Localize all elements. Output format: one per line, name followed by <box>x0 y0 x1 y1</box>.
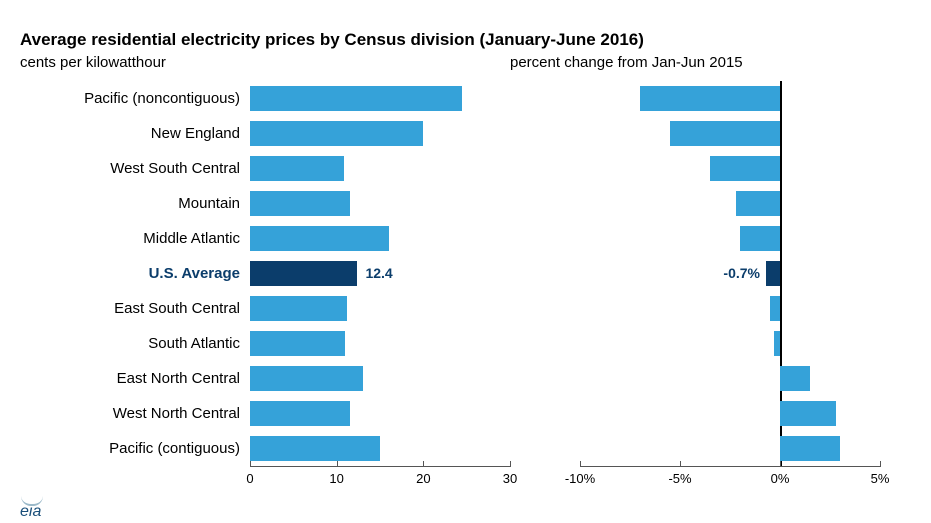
category-label: West South Central <box>20 151 240 186</box>
price-bar <box>250 366 363 391</box>
price-bar <box>250 226 389 251</box>
pct-bar <box>640 86 780 111</box>
axis-tick-label: 10 <box>329 471 343 486</box>
left-subtitle: cents per kilowatthour <box>20 54 510 71</box>
pct-bar-row <box>580 326 880 361</box>
price-bar <box>250 156 344 181</box>
pct-bar-row <box>580 116 880 151</box>
pct-bar-row <box>580 431 880 466</box>
pct-change-bar-chart: -0.7%-10%-5%0%5% <box>580 81 880 491</box>
x-axis: 0102030 <box>250 466 510 491</box>
eia-logo: eia <box>20 503 63 521</box>
axis-tick-label: -5% <box>668 471 691 486</box>
pct-bar <box>670 121 780 146</box>
pct-value-label: -0.7% <box>723 261 760 286</box>
axis-tick-label: 5% <box>871 471 890 486</box>
pct-bar-row <box>580 151 880 186</box>
axis-tick <box>880 461 881 467</box>
axis-tick-label: 20 <box>416 471 430 486</box>
pct-bar <box>780 366 810 391</box>
category-label: Pacific (noncontiguous) <box>20 81 240 116</box>
category-label: South Atlantic <box>20 326 240 361</box>
axis-tick <box>250 461 251 467</box>
price-bar-chart: 12.40102030 <box>250 81 510 491</box>
pct-bar <box>780 401 836 426</box>
category-label: East South Central <box>20 291 240 326</box>
category-label: Mountain <box>20 186 240 221</box>
price-value-label: 12.4 <box>365 261 392 286</box>
price-bar-row <box>250 326 510 361</box>
category-label: West North Central <box>20 396 240 431</box>
axis-tick-label: 30 <box>503 471 517 486</box>
price-bar <box>250 436 380 461</box>
pct-bar-row <box>580 186 880 221</box>
price-bar-row <box>250 361 510 396</box>
pct-bar-row: -0.7% <box>580 256 880 291</box>
pct-bar-row <box>580 291 880 326</box>
axis-tick-label: 0 <box>246 471 253 486</box>
x-axis: -10%-5%0%5% <box>580 466 880 491</box>
axis-tick <box>680 461 681 467</box>
price-bar-row: 12.4 <box>250 256 510 291</box>
pct-bar <box>774 331 780 356</box>
price-bar <box>250 121 423 146</box>
axis-tick-label: -10% <box>565 471 595 486</box>
pct-bar <box>710 156 780 181</box>
price-bar-row <box>250 81 510 116</box>
pct-bar-row <box>580 221 880 256</box>
category-label: U.S. Average <box>20 256 240 291</box>
price-bar-row <box>250 116 510 151</box>
axis-tick <box>580 461 581 467</box>
price-bar <box>250 261 357 286</box>
chart-title: Average residential electricity prices b… <box>20 30 911 50</box>
category-labels-column: Pacific (noncontiguous)New EnglandWest S… <box>20 81 250 491</box>
axis-tick <box>780 461 781 467</box>
price-bar <box>250 331 345 356</box>
right-subtitle: percent change from Jan-Jun 2015 <box>510 54 743 71</box>
price-bar-row <box>250 151 510 186</box>
price-bar-row <box>250 431 510 466</box>
category-label: Pacific (contiguous) <box>20 431 240 466</box>
price-bar-row <box>250 291 510 326</box>
price-bar-row <box>250 221 510 256</box>
pct-bar <box>766 261 780 286</box>
price-bar <box>250 191 350 216</box>
pct-bar <box>740 226 780 251</box>
pct-bar-row <box>580 396 880 431</box>
category-label: East North Central <box>20 361 240 396</box>
pct-bar <box>780 436 840 461</box>
axis-tick <box>423 461 424 467</box>
price-bar-row <box>250 186 510 221</box>
pct-bar-row <box>580 81 880 116</box>
pct-bar <box>736 191 780 216</box>
axis-tick-label: 0% <box>771 471 790 486</box>
price-bar-row <box>250 396 510 431</box>
price-bar <box>250 401 350 426</box>
pct-bar <box>770 296 780 321</box>
pct-bar-row <box>580 361 880 396</box>
price-bar <box>250 86 462 111</box>
axis-tick <box>510 461 511 467</box>
category-label: New England <box>20 116 240 151</box>
axis-tick <box>337 461 338 467</box>
price-bar <box>250 296 347 321</box>
category-label: Middle Atlantic <box>20 221 240 256</box>
